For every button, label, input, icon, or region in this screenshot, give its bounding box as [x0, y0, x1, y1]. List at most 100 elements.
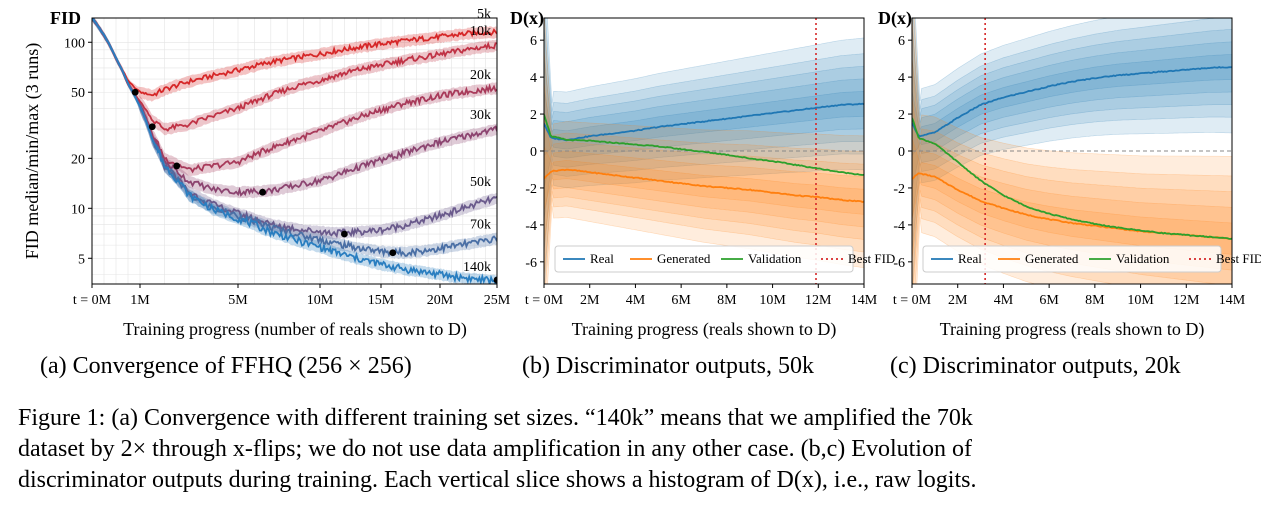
panel-a-xlabel: Training progress (number of reals shown… [123, 319, 467, 340]
panel-c-legend: Real Generated Validation Best FID [922, 245, 1261, 273]
panel-b-legend: Real Generated Validation Best FID [554, 245, 895, 273]
series-line-30k [92, 18, 497, 197]
histogram-band [912, 41, 1232, 189]
x-tick-label: 6M [671, 293, 691, 308]
legend-entry: Best FID [848, 251, 895, 266]
x-tick-label: 10M [759, 293, 786, 308]
x-tick-label: 6M [1039, 293, 1059, 308]
histogram-band [912, 54, 1232, 157]
series-line-Real [912, 66, 1232, 138]
x-tick-label: 4M [994, 293, 1014, 308]
x-tick-label: 2M [580, 293, 600, 308]
legend-entry: Best FID [1216, 251, 1261, 266]
histogram-band [544, 113, 864, 244]
y-tick-label: 6 [898, 34, 905, 49]
y-tick-label: -2 [893, 182, 905, 197]
best-fid-marker [259, 188, 266, 196]
y-tick-label: 4 [530, 71, 537, 86]
series-line-Validation [912, 117, 1232, 240]
x-tick-label: 25M [484, 293, 511, 308]
best-fid-marker [131, 88, 139, 96]
histogram-band [912, 18, 1232, 284]
figure-panels: FID FID median/min/max (3 runs) Training… [22, 7, 1261, 340]
y-tick-label: 100 [64, 36, 85, 51]
panel-c-xlabel: Training progress (reals shown to D) [940, 319, 1205, 340]
subcaption-a: (a) Convergence of FFHQ (256 × 256) [40, 353, 412, 379]
x-tick-label: 8M [717, 293, 737, 308]
histogram-band [912, 25, 1232, 221]
histogram-band [544, 58, 864, 189]
x-tick-label: t = 0M [525, 293, 564, 308]
y-tick-label: -4 [893, 219, 905, 234]
panel-a-ylabel: FID median/min/max (3 runs) [22, 43, 43, 259]
series-line-20k [92, 18, 497, 174]
series-line-10k [92, 18, 497, 132]
series-label: 140k [463, 260, 491, 275]
x-tick-label: t = 0M [893, 293, 932, 308]
series-line-Real [544, 102, 864, 142]
panel-a-corner-label: FID [50, 8, 81, 28]
x-tick-label: 10M [1127, 293, 1154, 308]
y-tick-label: 2 [530, 108, 537, 123]
legend-entry: Validation [748, 251, 802, 266]
panel-c-discriminator-20k: D(x) Training progress (reals shown to D… [878, 8, 1261, 340]
series-label: 30k [470, 108, 491, 123]
caption-line: dataset by 2× through x-flips; we do not… [18, 436, 972, 462]
y-tick-label: -2 [525, 182, 537, 197]
x-tick-label: 12M [805, 293, 832, 308]
y-tick-label: 20 [71, 152, 85, 167]
best-fid-marker [173, 162, 181, 170]
legend-entry: Generated [1025, 251, 1079, 266]
legend-box [554, 245, 854, 273]
series-label: 5k [477, 7, 491, 22]
caption-line: Figure 1: (a) Convergence with different… [18, 405, 973, 431]
x-tick-label: 14M [1219, 293, 1246, 308]
series-line-Generated [544, 168, 864, 203]
series-label: 20k [470, 68, 491, 83]
x-tick-label: 14M [851, 293, 878, 308]
x-tick-label: 8M [1085, 293, 1105, 308]
histogram-band [544, 146, 864, 215]
x-tick-label: 10M [307, 293, 334, 308]
x-tick-label: 4M [626, 293, 646, 308]
x-tick-label: 1M [130, 293, 150, 308]
y-tick-label: -6 [893, 256, 905, 271]
y-tick-label: 10 [71, 202, 85, 217]
series-line-Validation [544, 114, 864, 176]
x-tick-label: 20M [427, 293, 454, 308]
series-label: 50k [470, 175, 491, 190]
best-fid-marker [389, 249, 397, 257]
series-line-140k [92, 18, 497, 284]
panel-b-corner-label: D(x) [510, 8, 544, 29]
legend-entry: Real [590, 251, 614, 266]
histogram-band [912, 97, 1232, 271]
x-tick-label: 12M [1173, 293, 1200, 308]
y-tick-label: 2 [898, 108, 905, 123]
histogram-band [912, 18, 1232, 284]
y-tick-label: -6 [525, 256, 537, 271]
series-label: 70k [470, 217, 491, 232]
panel-c-corner-label: D(x) [878, 8, 912, 29]
x-tick-label: 2M [948, 293, 968, 308]
panel-a-fid-convergence: FID FID median/min/max (3 runs) Training… [22, 7, 511, 340]
y-tick-label: 0 [530, 145, 537, 160]
panel-b-xlabel: Training progress (reals shown to D) [572, 319, 837, 340]
legend-entry: Real [958, 251, 982, 266]
y-tick-label: 6 [530, 34, 537, 49]
x-tick-label: 15M [368, 293, 395, 308]
histogram-band [544, 90, 864, 157]
y-tick-label: 0 [898, 145, 905, 160]
histogram-band [544, 81, 864, 277]
series-line-5k [92, 18, 497, 97]
panel-b-discriminator-50k: D(x) Training progress (reals shown to D… [510, 8, 895, 340]
y-tick-label: 50 [71, 86, 85, 101]
best-fid-marker [493, 276, 497, 284]
histogram-band [912, 18, 1232, 254]
histogram-band [544, 25, 864, 221]
legend-entry: Generated [657, 251, 711, 266]
series-band-20k [92, 18, 497, 177]
series-line-70k [92, 18, 497, 258]
histogram-band [912, 138, 1232, 255]
series-label: 10k [470, 24, 491, 39]
x-tick-label: t = 0M [73, 293, 112, 308]
